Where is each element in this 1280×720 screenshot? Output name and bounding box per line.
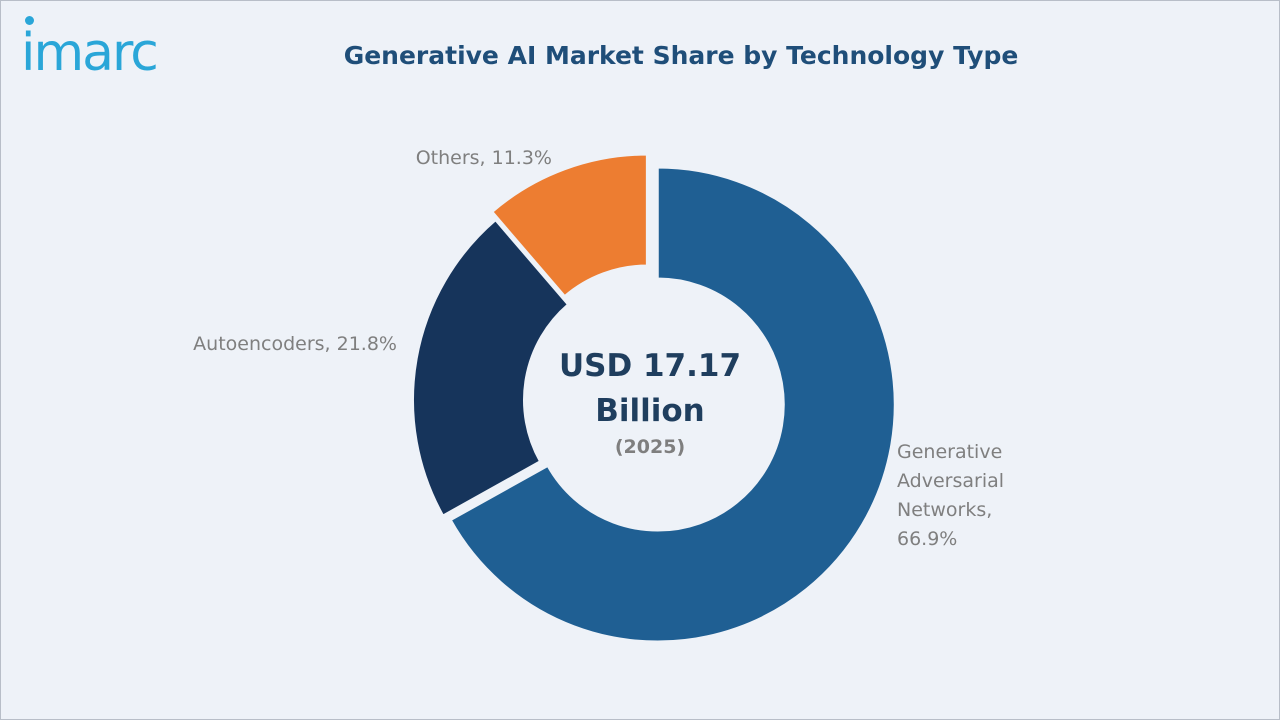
center-value: USD 17.17 — [559, 348, 741, 384]
logo-text: imarc — [21, 23, 159, 83]
slice-autoencoders — [412, 218, 570, 517]
slice-others — [490, 153, 648, 298]
data-label-autoencoders: Autoencoders, 21.8% — [193, 333, 397, 355]
data-label-generative-adversarial-networks: Generative Adversarial Networks, 66.9% — [897, 441, 1004, 550]
data-label-others: Others, 11.3% — [416, 147, 552, 169]
imarc-logo: imarc — [21, 16, 201, 83]
logo-dot-icon — [25, 16, 34, 25]
slice-generative-adversarial-networks — [449, 166, 896, 643]
chart-title: Generative AI Market Share by Technology… — [343, 41, 1019, 70]
center-unit: Billion — [595, 393, 705, 429]
center-year: (2025) — [615, 436, 685, 458]
